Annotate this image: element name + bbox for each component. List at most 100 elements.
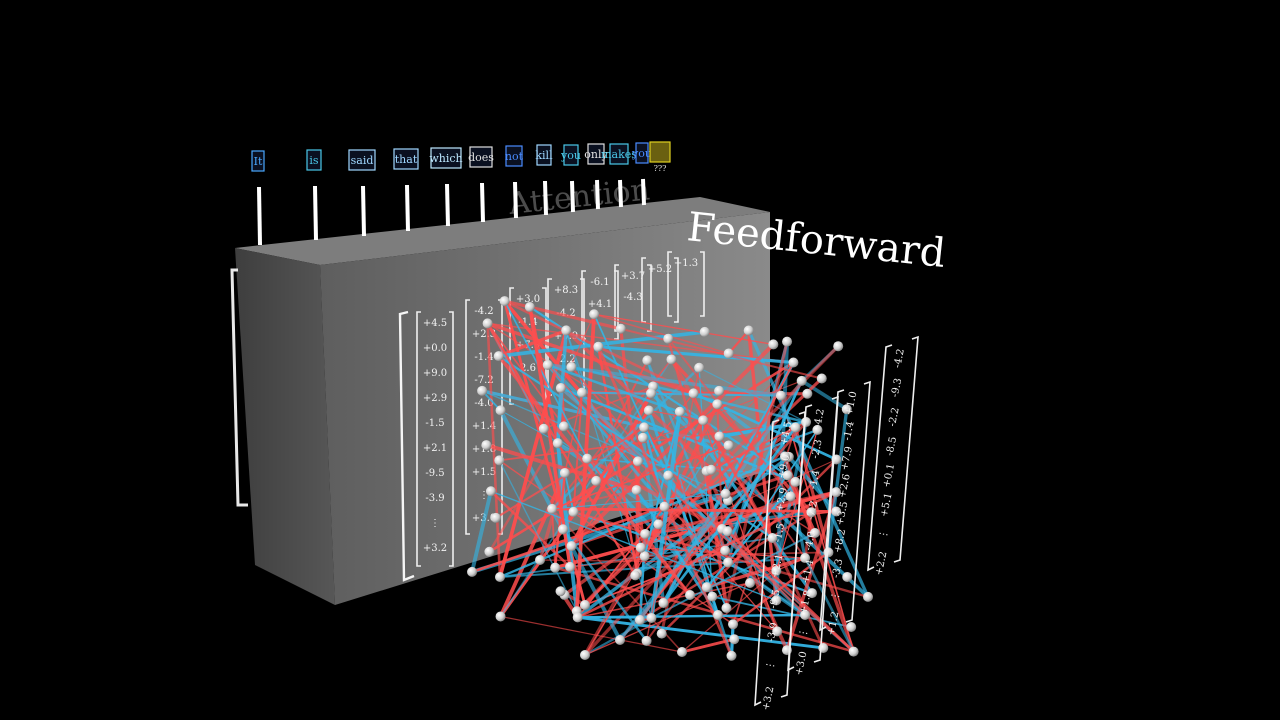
vector-bracket-left bbox=[867, 344, 893, 572]
network-node bbox=[552, 438, 563, 449]
vector-bracket-left bbox=[465, 299, 470, 535]
vector-entry: -7.2 bbox=[805, 500, 820, 521]
network-node bbox=[538, 423, 549, 434]
feedforward-network bbox=[467, 296, 874, 661]
vector-entry: ⋮ bbox=[797, 627, 810, 639]
vector-entry: +2.9 bbox=[774, 487, 790, 513]
token: It bbox=[251, 150, 265, 246]
vector-entry: +8.3 bbox=[554, 285, 578, 296]
network-node bbox=[707, 591, 718, 602]
vector-entry: +2.2 bbox=[874, 550, 890, 576]
network-edge bbox=[498, 472, 567, 618]
vector-bracket-left bbox=[416, 311, 421, 567]
network-edge bbox=[826, 409, 849, 553]
network-node bbox=[646, 388, 657, 399]
network-node bbox=[713, 610, 723, 620]
network-node bbox=[812, 424, 823, 435]
network-edge bbox=[648, 409, 704, 421]
vector-entry: +3.5 bbox=[835, 500, 851, 526]
vector-entry: +3.7 bbox=[621, 271, 645, 282]
vector-entry: -4.2 bbox=[892, 348, 907, 369]
network-edge bbox=[485, 443, 638, 492]
network-node bbox=[494, 455, 505, 466]
network-node bbox=[723, 440, 734, 451]
network-node bbox=[656, 628, 667, 639]
vector-entry: -4.0 bbox=[474, 398, 493, 409]
network-node bbox=[490, 512, 501, 523]
network-edge bbox=[803, 557, 855, 653]
network-node bbox=[482, 318, 493, 329]
vector-entry: -4.2 bbox=[556, 308, 575, 319]
left-bracket bbox=[230, 268, 248, 507]
network-edge bbox=[593, 313, 728, 609]
network-edge bbox=[645, 530, 729, 642]
vector-entry: ⋮ bbox=[479, 490, 489, 501]
vector-entry: +2.9 bbox=[423, 393, 447, 404]
token-text: which bbox=[429, 152, 462, 165]
network-edge bbox=[747, 329, 870, 598]
vector-entry: -9.5 bbox=[425, 468, 444, 479]
token-text: you bbox=[560, 149, 581, 162]
token-box bbox=[609, 143, 629, 165]
network-edge bbox=[538, 472, 567, 561]
network-edge bbox=[667, 474, 806, 616]
vector-entry: -2.3 bbox=[810, 439, 825, 460]
network-edge bbox=[547, 363, 782, 398]
network-node bbox=[653, 519, 664, 530]
output-vector: +1.0 -1.4 +7.9 +2.6+3.5 +8.2 -3.3 ⋮ +1.2 bbox=[819, 380, 871, 637]
network-node bbox=[685, 590, 695, 600]
network-node bbox=[768, 339, 779, 350]
vector-entry: +9.0 bbox=[423, 368, 447, 379]
vector-entry: -4.3 bbox=[623, 292, 642, 303]
network-edge bbox=[727, 329, 750, 355]
vector-entry: +8.2 bbox=[832, 528, 848, 554]
network-node bbox=[566, 362, 577, 373]
vector-bracket-left bbox=[667, 251, 672, 317]
network-node bbox=[831, 487, 842, 498]
token-box bbox=[563, 144, 579, 166]
token: you bbox=[631, 142, 652, 206]
network-node bbox=[806, 507, 817, 518]
network-edge bbox=[651, 532, 816, 619]
vector-entry: -4.2 bbox=[474, 306, 493, 317]
network-node bbox=[706, 464, 717, 475]
token-box bbox=[430, 147, 462, 169]
token-stem bbox=[480, 182, 485, 223]
network-node bbox=[641, 635, 652, 646]
vector-entry: -6.1 bbox=[590, 277, 609, 288]
input-vector: +1.3 bbox=[667, 251, 705, 317]
vector-entry: 2.6 bbox=[520, 363, 536, 374]
token-stem bbox=[570, 180, 575, 213]
token-box bbox=[348, 149, 376, 171]
network-node bbox=[635, 615, 645, 625]
output-vector: -4.2 -2.3 -1.4 -7.2 -4.0 +1.4 +1.8 ⋮ +3.0 bbox=[787, 395, 839, 677]
network-node bbox=[694, 362, 705, 373]
network-edge bbox=[552, 507, 837, 513]
network-node bbox=[547, 503, 558, 514]
vector-entry: -1.4 bbox=[808, 469, 823, 490]
vector-bracket-left bbox=[787, 404, 813, 672]
network-node bbox=[796, 375, 807, 386]
vector-entry: -3.3 bbox=[831, 558, 846, 579]
vector-entry: +1.8 bbox=[798, 589, 814, 615]
network-node bbox=[591, 475, 602, 486]
network-node bbox=[572, 612, 583, 623]
vector-entry: +3.2 bbox=[761, 685, 777, 711]
network-node bbox=[495, 405, 506, 416]
vector-bracket-right bbox=[700, 251, 705, 317]
network-node bbox=[800, 553, 811, 564]
network-edge bbox=[774, 341, 790, 601]
network-node bbox=[542, 359, 553, 370]
vector-entry: -7.2 bbox=[474, 375, 493, 386]
network-node bbox=[637, 432, 648, 443]
vector-entry: -9.5 bbox=[768, 589, 783, 610]
network-node bbox=[580, 600, 590, 610]
network-edge bbox=[560, 313, 595, 389]
token-text: only bbox=[584, 148, 608, 161]
network-node bbox=[788, 357, 799, 368]
network-node bbox=[555, 383, 566, 394]
token: kill bbox=[535, 144, 553, 216]
token: is bbox=[306, 149, 322, 241]
network-node bbox=[833, 341, 844, 352]
